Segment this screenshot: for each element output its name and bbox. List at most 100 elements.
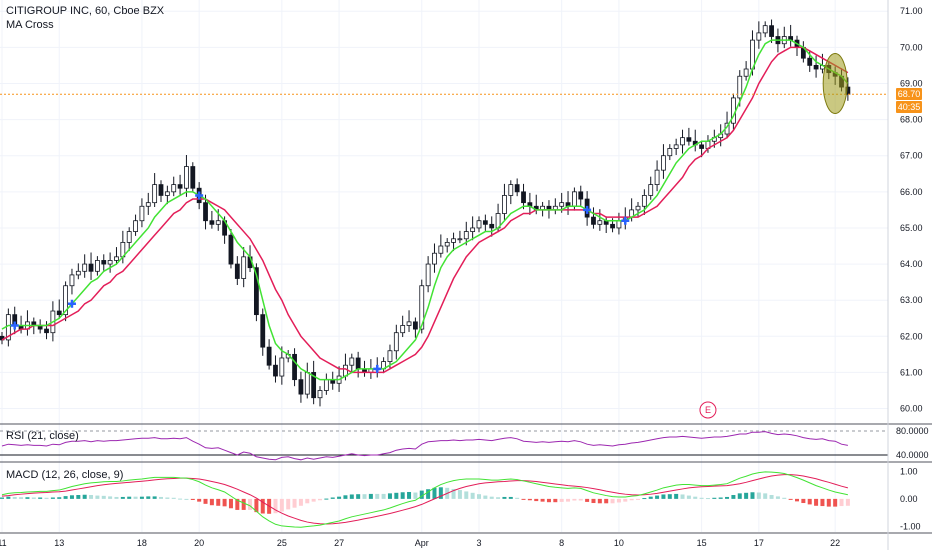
candle[interactable] [578, 191, 584, 200]
candle[interactable] [164, 191, 170, 196]
candle[interactable] [425, 263, 431, 287]
candle[interactable] [673, 144, 679, 149]
candle[interactable] [241, 256, 247, 279]
candle[interactable] [152, 184, 158, 204]
candle[interactable] [470, 227, 476, 232]
candle[interactable] [304, 372, 310, 395]
candle[interactable] [171, 184, 177, 193]
candle[interactable] [807, 57, 813, 66]
candle[interactable] [406, 321, 412, 326]
candle[interactable] [502, 195, 507, 214]
macd-histogram-bar [451, 488, 456, 499]
candle[interactable] [686, 137, 692, 142]
candle[interactable] [298, 379, 304, 395]
candle[interactable] [591, 216, 596, 225]
candle[interactable] [559, 202, 565, 207]
candle[interactable] [432, 252, 437, 265]
candle[interactable] [463, 231, 469, 240]
candle[interactable] [184, 166, 189, 189]
rsi-panel[interactable] [0, 430, 888, 461]
macd-histogram-bar [699, 497, 704, 499]
date-tick-label: 13 [54, 538, 64, 548]
candle[interactable] [139, 205, 145, 222]
candle[interactable] [476, 220, 482, 229]
candle[interactable] [317, 390, 323, 399]
earnings-marker[interactable] [699, 401, 717, 419]
candle[interactable] [349, 357, 355, 366]
macd-histogram-bar [661, 494, 666, 499]
candle[interactable] [387, 350, 393, 362]
candle[interactable] [762, 25, 768, 34]
candle[interactable] [393, 332, 399, 352]
candle[interactable] [641, 195, 647, 207]
candle[interactable] [438, 245, 444, 254]
macd-histogram-bar [839, 498, 844, 507]
candle[interactable] [699, 144, 704, 149]
candle[interactable] [400, 325, 406, 334]
candle[interactable] [234, 263, 240, 279]
candle[interactable] [508, 184, 514, 196]
candle[interactable] [451, 238, 456, 243]
candle[interactable] [610, 223, 615, 229]
candle[interactable] [311, 372, 317, 399]
candle[interactable] [635, 205, 641, 211]
macd-histogram-bar [286, 498, 291, 510]
candle[interactable] [444, 241, 450, 247]
candle[interactable] [680, 137, 685, 146]
candle[interactable] [253, 267, 259, 316]
candle[interactable] [158, 184, 164, 196]
candle[interactable] [412, 321, 418, 330]
candle[interactable] [521, 191, 526, 204]
macd-histogram-bar [349, 494, 354, 499]
candle[interactable] [63, 285, 68, 316]
candle[interactable] [323, 379, 329, 391]
candle[interactable] [133, 220, 138, 232]
candle[interactable] [88, 263, 94, 272]
candle[interactable] [654, 169, 660, 186]
candle[interactable] [813, 65, 819, 70]
candle[interactable] [145, 202, 151, 207]
candle[interactable] [616, 220, 622, 229]
candle[interactable] [44, 328, 49, 334]
candle[interactable] [648, 184, 654, 196]
candle[interactable] [266, 346, 272, 366]
candle[interactable] [215, 220, 221, 225]
candle[interactable] [126, 231, 132, 243]
candle[interactable] [292, 353, 297, 381]
candle[interactable] [177, 184, 183, 189]
candle[interactable] [260, 314, 266, 348]
candle[interactable] [597, 220, 603, 225]
macd-histogram-bar [826, 498, 831, 507]
candle[interactable] [514, 184, 520, 193]
candle[interactable] [56, 310, 62, 316]
candle[interactable] [756, 32, 762, 41]
candle[interactable] [273, 364, 278, 377]
price-panel[interactable]: E [0, 19, 888, 419]
price-tick-label: 68.00 [900, 115, 923, 125]
candle[interactable] [203, 202, 208, 222]
candle[interactable] [82, 263, 88, 272]
candle[interactable] [661, 155, 666, 171]
candle[interactable] [743, 68, 749, 77]
candle[interactable] [769, 25, 774, 37]
candle[interactable] [419, 285, 425, 330]
candle[interactable] [190, 166, 196, 189]
candle[interactable] [95, 260, 100, 272]
candle[interactable] [228, 234, 234, 265]
candle[interactable] [69, 274, 75, 287]
candle[interactable] [107, 260, 113, 265]
candle[interactable] [667, 148, 673, 157]
candle[interactable] [75, 270, 81, 276]
candle[interactable] [279, 357, 285, 377]
candle[interactable] [489, 223, 495, 229]
candle[interactable] [457, 238, 463, 241]
candle[interactable] [101, 260, 107, 265]
candle[interactable] [114, 256, 119, 261]
candle[interactable] [572, 191, 577, 207]
candle[interactable] [355, 357, 361, 370]
macd-panel[interactable] [0, 471, 850, 528]
candle[interactable] [737, 75, 743, 99]
candle[interactable] [209, 220, 215, 225]
candle[interactable] [482, 220, 488, 225]
